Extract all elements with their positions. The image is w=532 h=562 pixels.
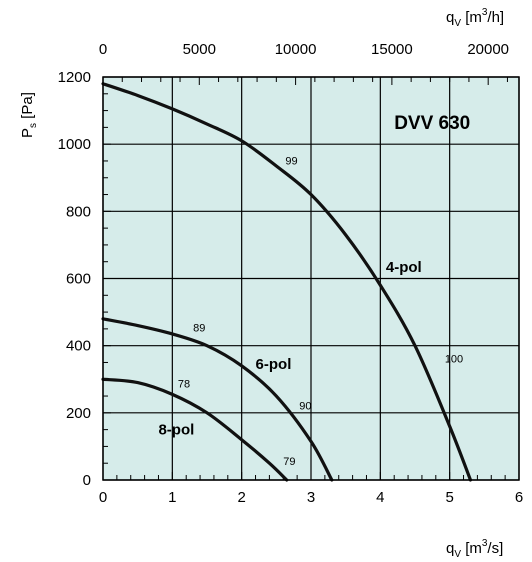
efficiency-label: 89	[193, 323, 205, 335]
y-tick-label: 800	[66, 203, 91, 220]
plot-frame	[102, 76, 520, 481]
y-axis-title-main: P	[19, 128, 36, 138]
series-label-6-pol: 6-pol	[256, 356, 292, 373]
efficiency-label: 99	[285, 155, 297, 167]
x-tick-label: 3	[307, 489, 315, 506]
x-axis-title-unit-pre: [m	[465, 540, 482, 557]
y-tick-label: 600	[66, 271, 91, 288]
x2-axis-title-unit-pre: [m	[465, 9, 482, 26]
curves	[101, 82, 473, 482]
x2-axis-title-unit-post: /h]	[487, 9, 504, 26]
y-axis-title-unit: [Pa]	[19, 92, 36, 119]
y-axis-title-sub: s	[28, 123, 39, 128]
series-label-8-pol: 8-pol	[158, 422, 194, 439]
x-axis-title-unit-sup: 3	[482, 538, 488, 549]
x-tick-label: 2	[237, 489, 245, 506]
x2-axis-title: qV [m3/h]	[446, 7, 504, 29]
x2-axis-title-unit-sup: 3	[482, 7, 488, 18]
x-axis-title: qV [m3/s]	[446, 538, 503, 560]
x2-axis-title-main: q	[446, 9, 454, 26]
x-axis-title-sub: V	[454, 549, 461, 560]
y-tick-label: 1000	[58, 136, 91, 153]
x-axis-title-unit-post: /s]	[487, 540, 503, 557]
x2-tick-label: 0	[99, 41, 107, 58]
y-tick-label: 1200	[58, 69, 91, 86]
x-tick-labels: 0 1 2 3 4 5 6	[99, 489, 523, 506]
y-tick-label: 0	[83, 472, 91, 489]
x2-axis-title-sub: V	[454, 18, 461, 29]
curve-6-pol	[101, 317, 334, 482]
y-tick-label: 400	[66, 338, 91, 355]
y-tick-label: 200	[66, 405, 91, 422]
series-labels: 4-pol 6-pol 8-pol	[158, 259, 421, 439]
x-tick-label: 6	[515, 489, 523, 506]
x2-tick-labels: 0 5000 10000 15000 20000	[99, 41, 509, 58]
x2-tick-label: 15000	[371, 41, 413, 58]
efficiency-label: 79	[283, 456, 295, 468]
x-tick-label: 1	[168, 489, 176, 506]
x-tick-label: 0	[99, 489, 107, 506]
y-axis-title: Ps [Pa]	[19, 92, 39, 138]
annotations: 99 100 89 78 90 79	[178, 155, 463, 468]
series-label-4-pol: 4-pol	[386, 259, 422, 276]
efficiency-label: 100	[445, 353, 463, 365]
efficiency-label: 78	[178, 379, 190, 391]
curve-4-pol	[101, 82, 473, 482]
x2-tick-label: 5000	[183, 41, 216, 58]
x-tick-label: 4	[376, 489, 384, 506]
y-tick-labels: 0 200 400 600 800 1000 1200	[58, 69, 91, 489]
chart-title: DVV 630	[394, 113, 470, 134]
efficiency-label: 90	[299, 400, 311, 412]
curve-8-pol	[101, 377, 289, 482]
x-tick-label: 5	[445, 489, 453, 506]
x2-tick-label: 10000	[275, 41, 317, 58]
x2-tick-label: 20000	[467, 41, 509, 58]
x-axis-title-main: q	[446, 540, 454, 557]
